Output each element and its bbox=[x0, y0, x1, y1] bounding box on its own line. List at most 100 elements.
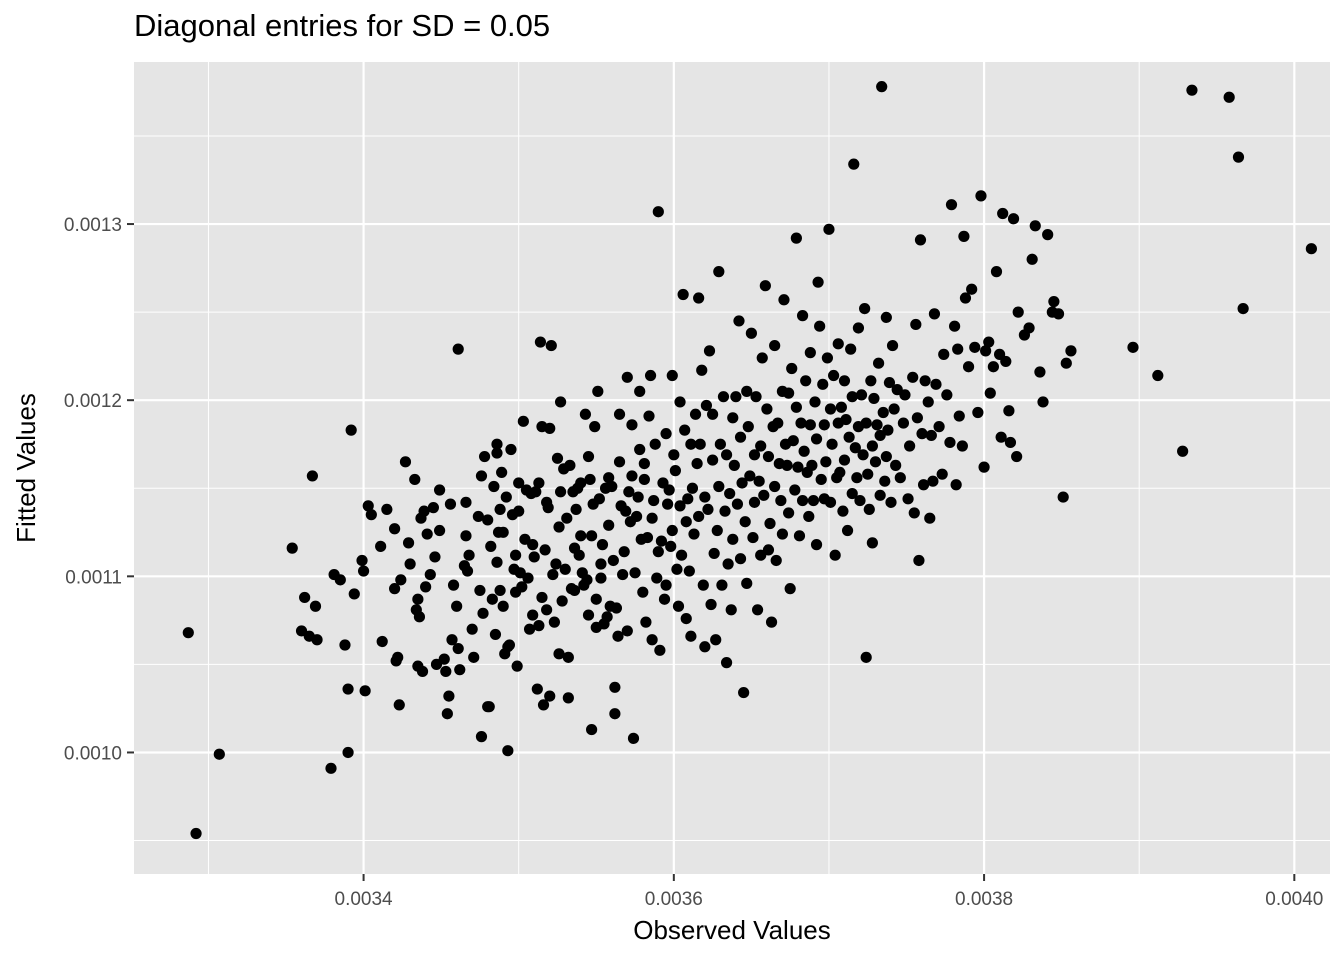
data-point bbox=[1023, 322, 1035, 334]
data-point bbox=[762, 450, 775, 463]
data-point bbox=[916, 428, 928, 440]
data-point bbox=[665, 540, 677, 552]
data-point bbox=[446, 634, 458, 646]
data-point bbox=[447, 579, 460, 591]
data-point bbox=[1057, 491, 1069, 503]
data-point bbox=[531, 683, 543, 695]
data-point bbox=[680, 516, 692, 528]
data-point bbox=[662, 498, 674, 510]
data-point bbox=[975, 190, 987, 202]
data-point bbox=[618, 546, 630, 558]
data-point bbox=[871, 419, 883, 431]
data-point bbox=[790, 232, 802, 244]
data-point bbox=[416, 665, 429, 678]
data-point bbox=[530, 486, 542, 498]
data-point bbox=[720, 449, 733, 461]
x-tick-label: 0.0036 bbox=[645, 889, 703, 910]
data-point bbox=[643, 410, 655, 422]
data-point bbox=[796, 494, 809, 507]
data-point bbox=[855, 389, 868, 401]
y-axis-title: Fitted Values bbox=[11, 393, 41, 543]
data-point bbox=[775, 494, 787, 507]
data-point bbox=[786, 362, 798, 375]
data-point bbox=[748, 496, 761, 508]
data-point bbox=[568, 584, 581, 597]
data-point bbox=[1003, 405, 1015, 417]
data-point bbox=[854, 494, 866, 507]
data-point bbox=[339, 639, 351, 651]
data-point bbox=[570, 503, 582, 515]
data-point bbox=[491, 447, 503, 459]
data-point bbox=[1152, 369, 1164, 382]
data-point bbox=[443, 690, 455, 702]
data-point bbox=[342, 683, 354, 695]
data-point bbox=[468, 651, 480, 663]
data-point bbox=[475, 470, 488, 482]
data-point bbox=[564, 459, 576, 471]
data-point bbox=[899, 389, 911, 401]
data-point bbox=[641, 531, 654, 544]
data-point bbox=[956, 440, 968, 452]
data-point bbox=[536, 591, 548, 604]
data-point bbox=[814, 320, 826, 332]
y-tick-label: 0.0013 bbox=[64, 215, 122, 236]
data-point bbox=[623, 486, 635, 498]
data-point bbox=[883, 376, 896, 389]
data-point bbox=[859, 302, 871, 315]
data-point bbox=[848, 158, 860, 170]
data-point bbox=[950, 479, 962, 491]
data-point bbox=[286, 542, 298, 554]
data-point bbox=[533, 477, 545, 489]
data-point bbox=[769, 480, 781, 493]
data-point bbox=[511, 660, 523, 672]
data-point bbox=[913, 554, 925, 567]
data-point bbox=[930, 378, 942, 390]
data-point bbox=[851, 472, 863, 484]
data-point bbox=[868, 392, 880, 405]
data-point bbox=[778, 294, 790, 306]
data-point bbox=[325, 762, 337, 774]
data-point bbox=[573, 549, 585, 561]
data-point bbox=[824, 496, 837, 508]
data-point bbox=[475, 731, 488, 743]
data-point bbox=[703, 345, 716, 357]
data-point bbox=[182, 627, 194, 639]
data-point bbox=[741, 577, 753, 589]
data-point bbox=[689, 408, 702, 420]
data-point bbox=[765, 616, 778, 628]
data-point bbox=[621, 625, 633, 637]
data-point bbox=[997, 207, 1009, 220]
data-point bbox=[863, 503, 875, 515]
data-point bbox=[640, 616, 652, 628]
data-point bbox=[404, 558, 416, 570]
data-point bbox=[452, 642, 464, 655]
y-tick-label: 0.0012 bbox=[64, 391, 122, 412]
data-point bbox=[486, 593, 498, 605]
data-point bbox=[719, 505, 731, 517]
data-point bbox=[826, 438, 838, 450]
data-point bbox=[620, 505, 632, 517]
data-point bbox=[938, 348, 950, 360]
data-point bbox=[527, 609, 539, 621]
data-point bbox=[561, 512, 573, 524]
data-point bbox=[427, 502, 439, 514]
data-point bbox=[924, 512, 936, 524]
data-point bbox=[790, 401, 802, 413]
data-point bbox=[603, 519, 615, 531]
data-point bbox=[734, 431, 747, 443]
data-point bbox=[936, 468, 948, 480]
data-point bbox=[876, 81, 888, 93]
data-point bbox=[972, 406, 984, 419]
data-point bbox=[593, 493, 605, 505]
data-point bbox=[497, 600, 509, 612]
data-point bbox=[688, 528, 700, 540]
data-point bbox=[693, 510, 705, 523]
data-point bbox=[753, 475, 765, 487]
data-point bbox=[451, 600, 463, 612]
data-point bbox=[738, 686, 750, 699]
data-point bbox=[958, 230, 970, 242]
data-point bbox=[817, 378, 829, 390]
data-point bbox=[962, 361, 975, 373]
data-point bbox=[402, 537, 415, 549]
data-point bbox=[1011, 450, 1023, 463]
